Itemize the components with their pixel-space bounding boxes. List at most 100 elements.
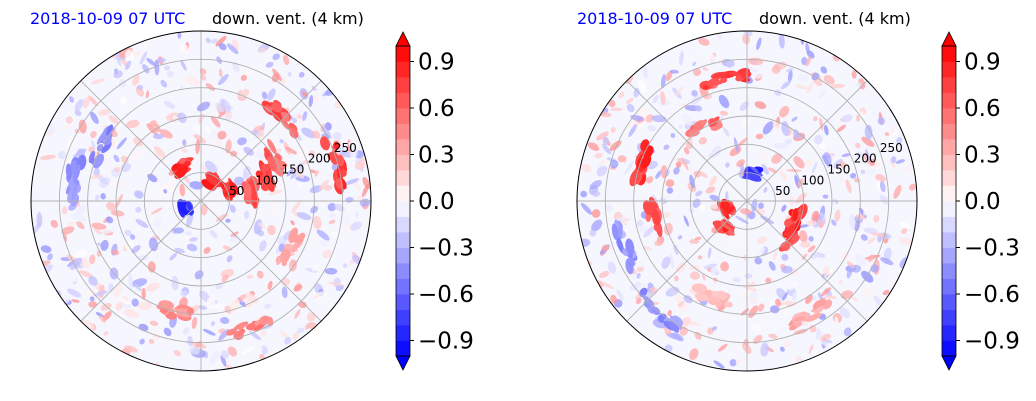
field-cell [720, 261, 730, 272]
field-cell [301, 127, 316, 139]
field-cell [100, 239, 109, 251]
field-cell [781, 265, 793, 274]
colorbar-tick-label: −0.6 [418, 282, 474, 308]
field-cell [768, 261, 776, 271]
field-cell [722, 188, 732, 194]
field-cell [636, 297, 642, 305]
field-feature [96, 131, 106, 145]
field-cell [821, 276, 828, 282]
field-cell [288, 259, 297, 272]
field-cell [865, 149, 871, 163]
field-feature [233, 330, 244, 340]
field-cell [667, 309, 672, 317]
field-cell [710, 267, 718, 275]
field-cell [694, 331, 702, 340]
field-cell [851, 297, 859, 302]
field-cell [873, 295, 884, 307]
radial-tick-label: 100 [801, 173, 824, 187]
field-cell [312, 130, 321, 139]
field-cell [292, 332, 299, 340]
field-cell [698, 137, 708, 145]
field-feature [104, 132, 113, 146]
field-cell [601, 281, 614, 290]
colorbar: −0.9 −0.6 −0.3 0.0 0.3 0.6 0.9 [941, 31, 1020, 371]
field-cell [717, 343, 728, 352]
colorbar-level [942, 139, 956, 155]
field-cell [103, 331, 109, 336]
colorbar-tick-label: 0.6 [964, 96, 1001, 122]
field-cell [177, 32, 182, 39]
field-cell [220, 354, 227, 367]
field-cell [725, 162, 730, 168]
field-cell [120, 162, 132, 173]
field-cell [146, 57, 157, 67]
field-cell [864, 124, 873, 140]
field-cell [654, 240, 663, 247]
field-cell [745, 66, 758, 73]
field-cell [863, 227, 878, 234]
field-feature [270, 163, 277, 172]
field-cell [624, 161, 634, 175]
field-cell [670, 133, 676, 138]
field-feature [813, 305, 825, 314]
field-feature [625, 238, 635, 256]
field-cell [811, 161, 818, 174]
field-cell [40, 245, 52, 253]
field-cell [829, 83, 846, 89]
field-cell [260, 330, 267, 337]
field-feature [294, 232, 306, 245]
field-cell [187, 335, 193, 347]
field-cell [762, 121, 774, 135]
field-cell [184, 234, 192, 240]
field-feature [724, 301, 733, 308]
field-cell [115, 302, 123, 311]
field-cell [698, 204, 706, 212]
field-cell [610, 107, 623, 112]
field-cell [86, 287, 96, 297]
field-cell [741, 116, 751, 128]
field-feature [159, 308, 168, 314]
field-feature [700, 119, 708, 126]
field-cell [726, 60, 734, 68]
field-cell [689, 239, 700, 244]
field-cell [666, 187, 674, 194]
colorbar-level [942, 154, 956, 171]
field-feature [267, 138, 277, 155]
field-cell [751, 322, 761, 334]
field-cell [290, 220, 295, 226]
field-feature [329, 151, 339, 165]
field-cell [142, 64, 150, 74]
field-cell [197, 101, 211, 112]
polar-grid [31, 31, 371, 371]
field-cell [287, 72, 292, 77]
field-feature [721, 198, 731, 215]
field-cell [329, 212, 336, 218]
field-cell [628, 124, 637, 138]
field-cell [259, 240, 267, 252]
polar-grid [577, 31, 917, 371]
field-cell [112, 249, 119, 256]
field-cell [838, 279, 843, 285]
field-cell [795, 84, 808, 90]
field-cell [78, 270, 94, 278]
field-cell [179, 183, 186, 197]
field-cell [185, 75, 201, 86]
field-cell [820, 66, 828, 74]
field-cell [153, 217, 162, 228]
field-cell [345, 178, 360, 185]
field-cell [149, 120, 157, 128]
field-cell [703, 263, 718, 269]
field-cell [145, 90, 150, 99]
field-cell [291, 200, 301, 213]
field-cell [763, 186, 768, 193]
colorbar-level [942, 61, 956, 78]
field-feature [271, 102, 283, 113]
field-cell [808, 344, 814, 355]
field-cell [756, 37, 762, 51]
field-cell [602, 136, 610, 146]
field-feature [267, 182, 275, 192]
field-feature [740, 71, 752, 79]
field-cell [858, 78, 866, 90]
field-cell [617, 155, 626, 163]
field-cell [689, 174, 696, 189]
